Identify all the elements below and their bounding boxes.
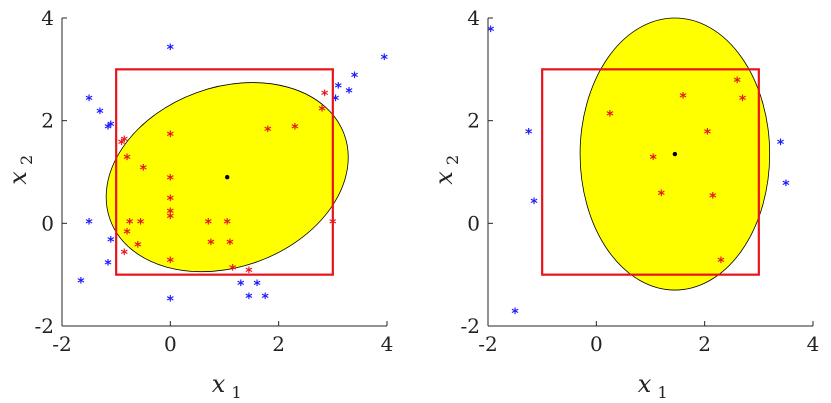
inside-sample-point: *	[224, 216, 232, 232]
inside-sample-point: *	[717, 255, 725, 271]
inside-sample-point: *	[123, 227, 131, 243]
x-axis-label-subscript: 1	[232, 383, 242, 402]
bounding-box	[115, 68, 334, 276]
left-scatter-panel: **************** *********************** *…	[4, 6, 393, 402]
inside-sample-point: *	[167, 193, 175, 209]
y-axis-label-group: x2	[430, 155, 462, 185]
inside-sample-point: *	[709, 191, 717, 207]
y-tick-label: 0	[467, 211, 480, 235]
bounding-box	[541, 68, 760, 276]
outside-sample-point: *	[525, 127, 533, 143]
y-tick-label: 2	[41, 109, 54, 133]
inside-sample-point: *	[167, 129, 175, 145]
inside-sample-point: *	[121, 134, 129, 150]
inside-sample-point: *	[650, 152, 658, 168]
y-tick-label: 2	[467, 109, 480, 133]
inside-sample-point: *	[291, 121, 299, 137]
x-tick-label: 0	[590, 332, 603, 356]
outside-sample-point: *	[487, 24, 495, 40]
outside-sample-point: *	[167, 42, 175, 58]
y-axis-label-subscript: 2	[17, 155, 36, 165]
outside-sample-point: *	[107, 234, 115, 250]
x-axis-label: x	[212, 370, 226, 398]
center-point	[225, 174, 230, 180]
inside-sample-point: *	[137, 216, 145, 232]
outside-sample-point: *	[530, 196, 538, 212]
y-tick-label: 4	[467, 6, 480, 30]
inside-sample-point: *	[229, 263, 237, 279]
y-tick-label: 4	[41, 6, 54, 30]
outside-sample-point: *	[381, 52, 389, 68]
x-axis-label: x	[638, 370, 652, 398]
inside-sample-point: *	[264, 124, 272, 140]
inside-sample-point: *	[126, 216, 134, 232]
outside-sample-point: *	[351, 70, 359, 86]
inside-sample-point: *	[245, 265, 253, 281]
inside-sample-point: *	[167, 255, 175, 271]
inside-sample-point: *	[318, 103, 326, 119]
inside-sample-point: *	[167, 173, 175, 189]
outside-sample-point: *	[96, 106, 104, 122]
outside-sample-point: *	[167, 293, 175, 309]
inside-sample-point: *	[739, 93, 747, 109]
x-tick-label: 2	[272, 332, 285, 356]
y-tick-label: -2	[461, 314, 480, 338]
outside-sample-point: *	[237, 278, 245, 294]
inside-sample-point: *	[121, 247, 129, 263]
outside-sample-point: *	[332, 93, 340, 109]
y-axis-label: x	[430, 171, 458, 185]
y-axis-label-group: x2	[4, 155, 36, 185]
x-tick-label: 4	[807, 332, 820, 356]
outside-sample-point: *	[261, 291, 269, 307]
x-tick-label: -2	[478, 332, 497, 356]
x-axis-label-subscript: 1	[658, 383, 668, 402]
inside-sample-point: *	[606, 109, 614, 125]
outside-sample-point: *	[777, 137, 785, 153]
x-tick-label: 4	[381, 332, 394, 356]
outside-sample-point: *	[85, 216, 93, 232]
inside-sample-point: *	[167, 206, 175, 222]
inside-sample-point: *	[205, 216, 213, 232]
inside-sample-point: *	[167, 211, 175, 227]
y-axis-label: x	[4, 171, 32, 185]
inside-sample-point: *	[679, 91, 687, 107]
inside-sample-point: *	[123, 152, 131, 168]
outside-sample-point: *	[107, 119, 115, 135]
inside-sample-point: *	[207, 237, 215, 253]
inside-sample-point: *	[118, 137, 126, 153]
outside-sample-point: *	[335, 80, 343, 96]
y-tick-label: -2	[35, 314, 54, 338]
inside-sample-point: *	[134, 239, 142, 255]
outside-sample-point: *	[511, 306, 519, 322]
inside-sample-point: *	[140, 162, 148, 178]
outside-sample-point: *	[85, 93, 93, 109]
outside-sample-point: *	[104, 121, 112, 137]
x-tick-label: 0	[164, 332, 177, 356]
x-tick-label: -2	[52, 332, 71, 356]
outside-sample-point: *	[104, 257, 112, 273]
inside-sample-point: *	[734, 75, 742, 91]
inside-sample-point: *	[321, 88, 329, 104]
y-tick-label: 0	[41, 211, 54, 235]
inside-sample-point: *	[704, 127, 712, 143]
x-tick-label: 2	[698, 332, 711, 356]
y-axis-label-subscript: 2	[443, 155, 462, 165]
inside-sample-point: *	[226, 237, 234, 253]
center-point	[672, 151, 678, 157]
outside-sample-point: *	[345, 85, 353, 101]
outside-sample-point: *	[77, 275, 85, 291]
outside-sample-point: *	[245, 291, 253, 307]
inside-sample-point: *	[658, 188, 666, 204]
outside-sample-point: *	[253, 278, 261, 294]
outside-sample-point: *	[782, 178, 790, 194]
